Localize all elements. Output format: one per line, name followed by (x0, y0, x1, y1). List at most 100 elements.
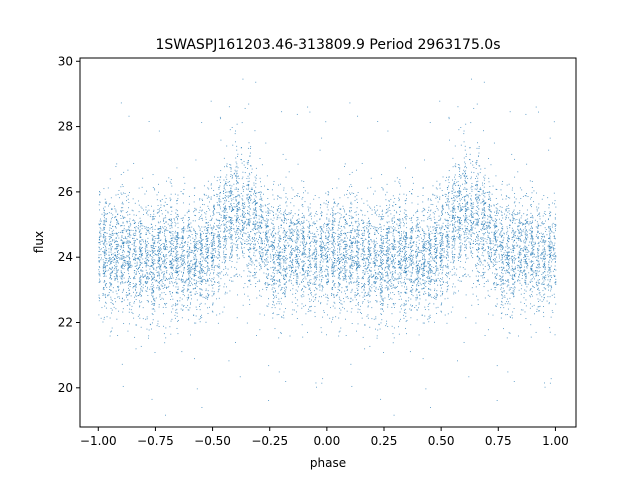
data-point (501, 312, 503, 314)
data-point (471, 207, 473, 209)
data-point (331, 267, 333, 269)
data-point (351, 260, 353, 262)
data-point (412, 176, 413, 178)
data-point (521, 259, 522, 261)
data-point (145, 318, 147, 320)
data-point (508, 265, 510, 267)
data-point (547, 274, 549, 276)
data-point (261, 249, 263, 251)
data-point (368, 261, 369, 263)
data-point (139, 243, 141, 245)
data-point (176, 261, 178, 263)
data-point (380, 238, 382, 240)
data-point (264, 266, 266, 268)
data-point (276, 254, 278, 256)
data-point (103, 233, 105, 235)
data-point (336, 261, 338, 263)
data-point (248, 250, 250, 252)
data-point (291, 187, 293, 189)
data-point (207, 221, 209, 223)
data-point (357, 303, 359, 305)
data-point (466, 190, 467, 192)
data-point (495, 238, 496, 240)
data-point (143, 214, 144, 215)
data-point (206, 244, 208, 246)
data-point (496, 211, 498, 213)
data-point (170, 333, 172, 335)
data-point (525, 274, 527, 276)
data-point (316, 276, 318, 278)
data-point (381, 319, 383, 321)
data-point (531, 227, 533, 229)
data-point (477, 190, 479, 192)
data-point (462, 206, 464, 208)
data-point (494, 218, 496, 220)
data-point (176, 292, 178, 294)
data-point (277, 262, 279, 263)
data-point (392, 265, 394, 267)
data-point (225, 176, 227, 178)
data-point (226, 238, 228, 240)
data-point (332, 242, 334, 244)
data-point (265, 142, 267, 144)
data-point (115, 270, 117, 272)
data-point (114, 254, 116, 256)
data-point (419, 226, 421, 228)
data-point (128, 267, 130, 268)
data-point (345, 251, 347, 253)
data-point (478, 259, 480, 261)
data-point (492, 262, 494, 264)
data-point (267, 226, 269, 227)
data-point (386, 286, 388, 288)
data-point (233, 228, 235, 230)
data-point (248, 187, 250, 189)
data-point (488, 251, 489, 253)
data-point (283, 269, 285, 271)
data-point (158, 274, 160, 276)
data-point (326, 252, 327, 254)
data-point (373, 234, 375, 235)
data-point (409, 263, 411, 265)
data-point (522, 224, 523, 226)
data-point (182, 264, 183, 266)
data-point (281, 219, 283, 221)
data-point (512, 229, 514, 231)
data-point (277, 209, 279, 211)
data-point (274, 283, 276, 285)
data-point (103, 244, 105, 246)
data-point (225, 272, 227, 274)
data-point (362, 272, 364, 274)
data-point (422, 279, 423, 281)
data-point (333, 296, 335, 298)
data-point (293, 224, 295, 226)
data-point (237, 232, 239, 234)
data-point (345, 214, 347, 215)
data-point (158, 222, 160, 224)
data-point (501, 276, 503, 278)
data-point (231, 200, 233, 202)
data-point (456, 201, 458, 202)
data-point (278, 251, 280, 253)
data-point (218, 200, 220, 202)
data-point (523, 257, 525, 258)
data-point (424, 259, 426, 261)
data-point (492, 185, 494, 187)
data-point (475, 213, 477, 215)
data-point (316, 240, 318, 242)
data-point (532, 250, 534, 252)
data-point (410, 231, 411, 233)
data-point (334, 258, 336, 260)
data-point (403, 246, 405, 248)
data-point (502, 287, 504, 289)
data-point (537, 284, 539, 286)
data-point (284, 231, 286, 233)
data-point (423, 255, 425, 257)
data-point (140, 345, 142, 347)
data-point (369, 243, 371, 245)
data-point (302, 279, 303, 281)
data-point (321, 235, 323, 237)
data-point (213, 207, 215, 209)
data-point (271, 307, 273, 309)
data-point (477, 196, 479, 198)
